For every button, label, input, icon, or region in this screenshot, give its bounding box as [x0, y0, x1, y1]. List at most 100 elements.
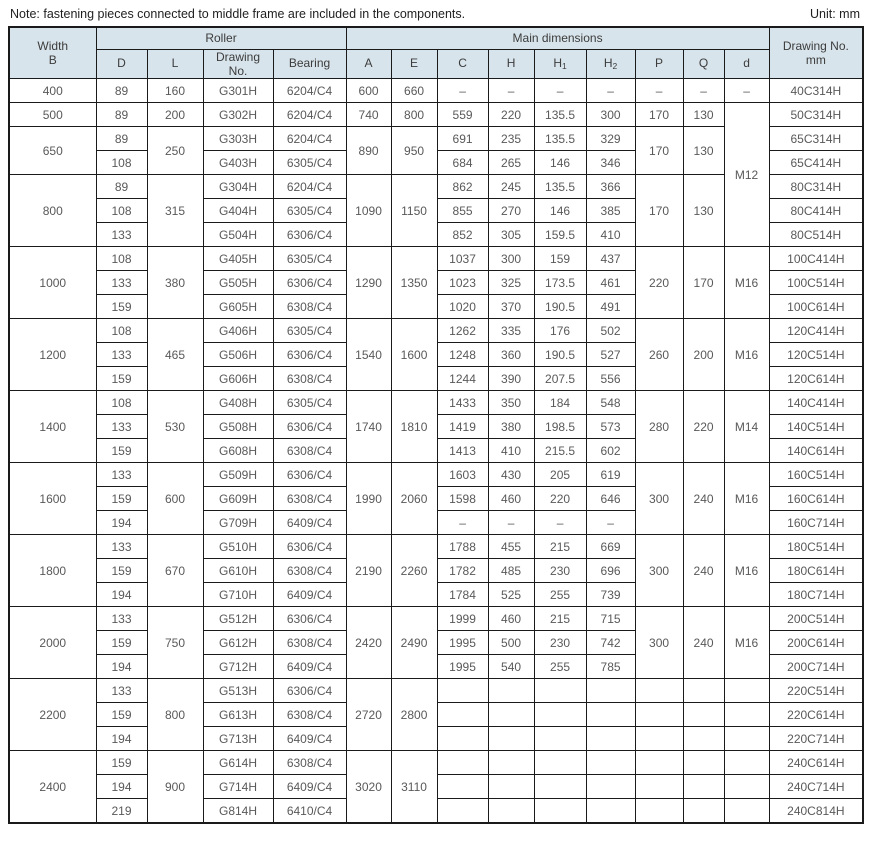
drawing-cell: G610H: [202, 558, 274, 584]
h-cell: 305: [487, 222, 535, 248]
h2-cell: 556: [585, 366, 636, 392]
drawing-no-cell: 120C514H: [768, 342, 864, 368]
p-cell: [634, 702, 684, 728]
h1-cell: 230: [533, 558, 587, 584]
d-cell: 159: [95, 486, 148, 512]
header-col-c: C: [436, 48, 489, 80]
q-cell: 240: [682, 606, 725, 680]
p-cell: –: [634, 78, 684, 104]
drawing-cell: G406H: [202, 318, 274, 344]
width-b-cell: 500: [8, 102, 97, 128]
h2-cell: 696: [585, 558, 636, 584]
table-row: 2200 133 800 G513H 6306/C4 2720 2800 220…: [8, 678, 864, 752]
h-cell: 265: [487, 150, 535, 176]
h1-cell: [533, 726, 587, 752]
drawing-no-cell: 180C714H: [768, 582, 864, 608]
h1-cell: 215: [533, 534, 587, 560]
c-cell: 1603: [436, 462, 489, 488]
q-cell: [682, 702, 725, 728]
table-row: 108 G403H 6305/C4 684 265 146 346 65C414…: [9, 150, 864, 176]
drawing-cell: G303H: [202, 126, 274, 152]
h2-cell: –: [585, 78, 636, 104]
drawing-no-cell: 240C814H: [768, 798, 864, 824]
drawing-cell: G605H: [202, 294, 274, 320]
table-row: 1200 108 465 G406H 6305/C4 1540 1600 126…: [8, 318, 864, 392]
width-b-cell: 2400: [8, 750, 97, 824]
drawing-no-cell: 120C414H: [768, 318, 864, 344]
d-cell: 159: [95, 750, 148, 776]
bearing-cell: 6305/C4: [272, 390, 347, 416]
h2-cell: 329: [585, 126, 636, 152]
p-cell: 220: [634, 246, 684, 320]
h1-cell: 255: [533, 582, 587, 608]
roller-dimensions-table: Width B Roller Main dimensions Drawing N…: [8, 26, 865, 825]
header-col-h1: H1: [533, 48, 587, 80]
h2-cell: 742: [585, 630, 636, 656]
h1-cell: 215: [533, 606, 587, 632]
a-cell: 2190: [345, 534, 392, 608]
drawing-no-cell: 220C614H: [768, 702, 864, 728]
width-b-cell: 1600: [8, 462, 97, 536]
drawing-no-cell: 100C614H: [768, 294, 864, 320]
table-row: 1000 108 380 G405H 6305/C4 1290 1350 103…: [8, 246, 864, 320]
table-row: 194 G710H 6409/C4 1784 525 255 739 180C7…: [9, 582, 864, 608]
h1-cell: 255: [533, 654, 587, 680]
l-cell: 200: [146, 102, 204, 128]
h-cell: 390: [487, 366, 535, 392]
d-cell: 133: [95, 270, 148, 296]
c-cell: [436, 774, 489, 800]
drawing-no-cell: 120C614H: [768, 366, 864, 392]
thread-cell: M16: [723, 606, 770, 680]
q-cell: [682, 798, 725, 824]
h-cell: 455: [487, 534, 535, 560]
c-cell: 684: [436, 150, 489, 176]
h1-cell: 173.5: [533, 270, 587, 296]
h1-cell: 146: [533, 150, 587, 176]
c-cell: 1248: [436, 342, 489, 368]
table-row: 159 G612H 6308/C4 1995 500 230 742 200C6…: [9, 630, 864, 656]
h-cell: [487, 774, 535, 800]
width-b-cell: 400: [8, 78, 97, 104]
h-cell: 270: [487, 198, 535, 224]
drawing-cell: G302H: [202, 102, 274, 128]
h-cell: 235: [487, 126, 535, 152]
h1-cell: 159: [533, 246, 587, 272]
bearing-cell: 6306/C4: [272, 534, 347, 560]
h1-cell: 207.5: [533, 366, 587, 392]
table-row: 194 G712H 6409/C4 1995 540 255 785 200C7…: [9, 654, 864, 680]
header-col-a: A: [345, 48, 392, 80]
e-cell: 2060: [390, 462, 438, 536]
d-cell: 133: [95, 222, 148, 248]
d-cell: 194: [95, 582, 148, 608]
bearing-cell: 6305/C4: [272, 198, 347, 224]
h2-cell: 300: [585, 102, 636, 128]
d-cell: 133: [95, 678, 148, 704]
h2-cell: 785: [585, 654, 636, 680]
drawing-no-cell: 65C314H: [768, 126, 864, 152]
drawing-cell: G714H: [202, 774, 274, 800]
drawing-no-cell: 220C714H: [768, 726, 864, 752]
header-col-p: P: [634, 48, 684, 80]
bearing-cell: 6306/C4: [272, 462, 347, 488]
c-cell: –: [436, 78, 489, 104]
d-cell: 108: [95, 246, 148, 272]
d-cell: 89: [95, 102, 148, 128]
a-cell: 1290: [345, 246, 392, 320]
h2-cell: 619: [585, 462, 636, 488]
thread-cell: [723, 774, 770, 800]
header-drawing-no-mm: Drawing No. mm: [768, 26, 864, 80]
drawing-no-cell: 160C614H: [768, 486, 864, 512]
a-cell: 1090: [345, 174, 392, 248]
h2-cell: 669: [585, 534, 636, 560]
drawing-cell: G710H: [202, 582, 274, 608]
d-cell: 194: [95, 774, 148, 800]
h2-cell: 715: [585, 606, 636, 632]
q-cell: 130: [682, 102, 725, 128]
d-cell: 108: [95, 390, 148, 416]
p-cell: [634, 774, 684, 800]
c-cell: 691: [436, 126, 489, 152]
drawing-cell: G301H: [202, 78, 274, 104]
c-cell: 1999: [436, 606, 489, 632]
h2-cell: 385: [585, 198, 636, 224]
drawing-no-cell: 50C314H: [768, 102, 864, 128]
